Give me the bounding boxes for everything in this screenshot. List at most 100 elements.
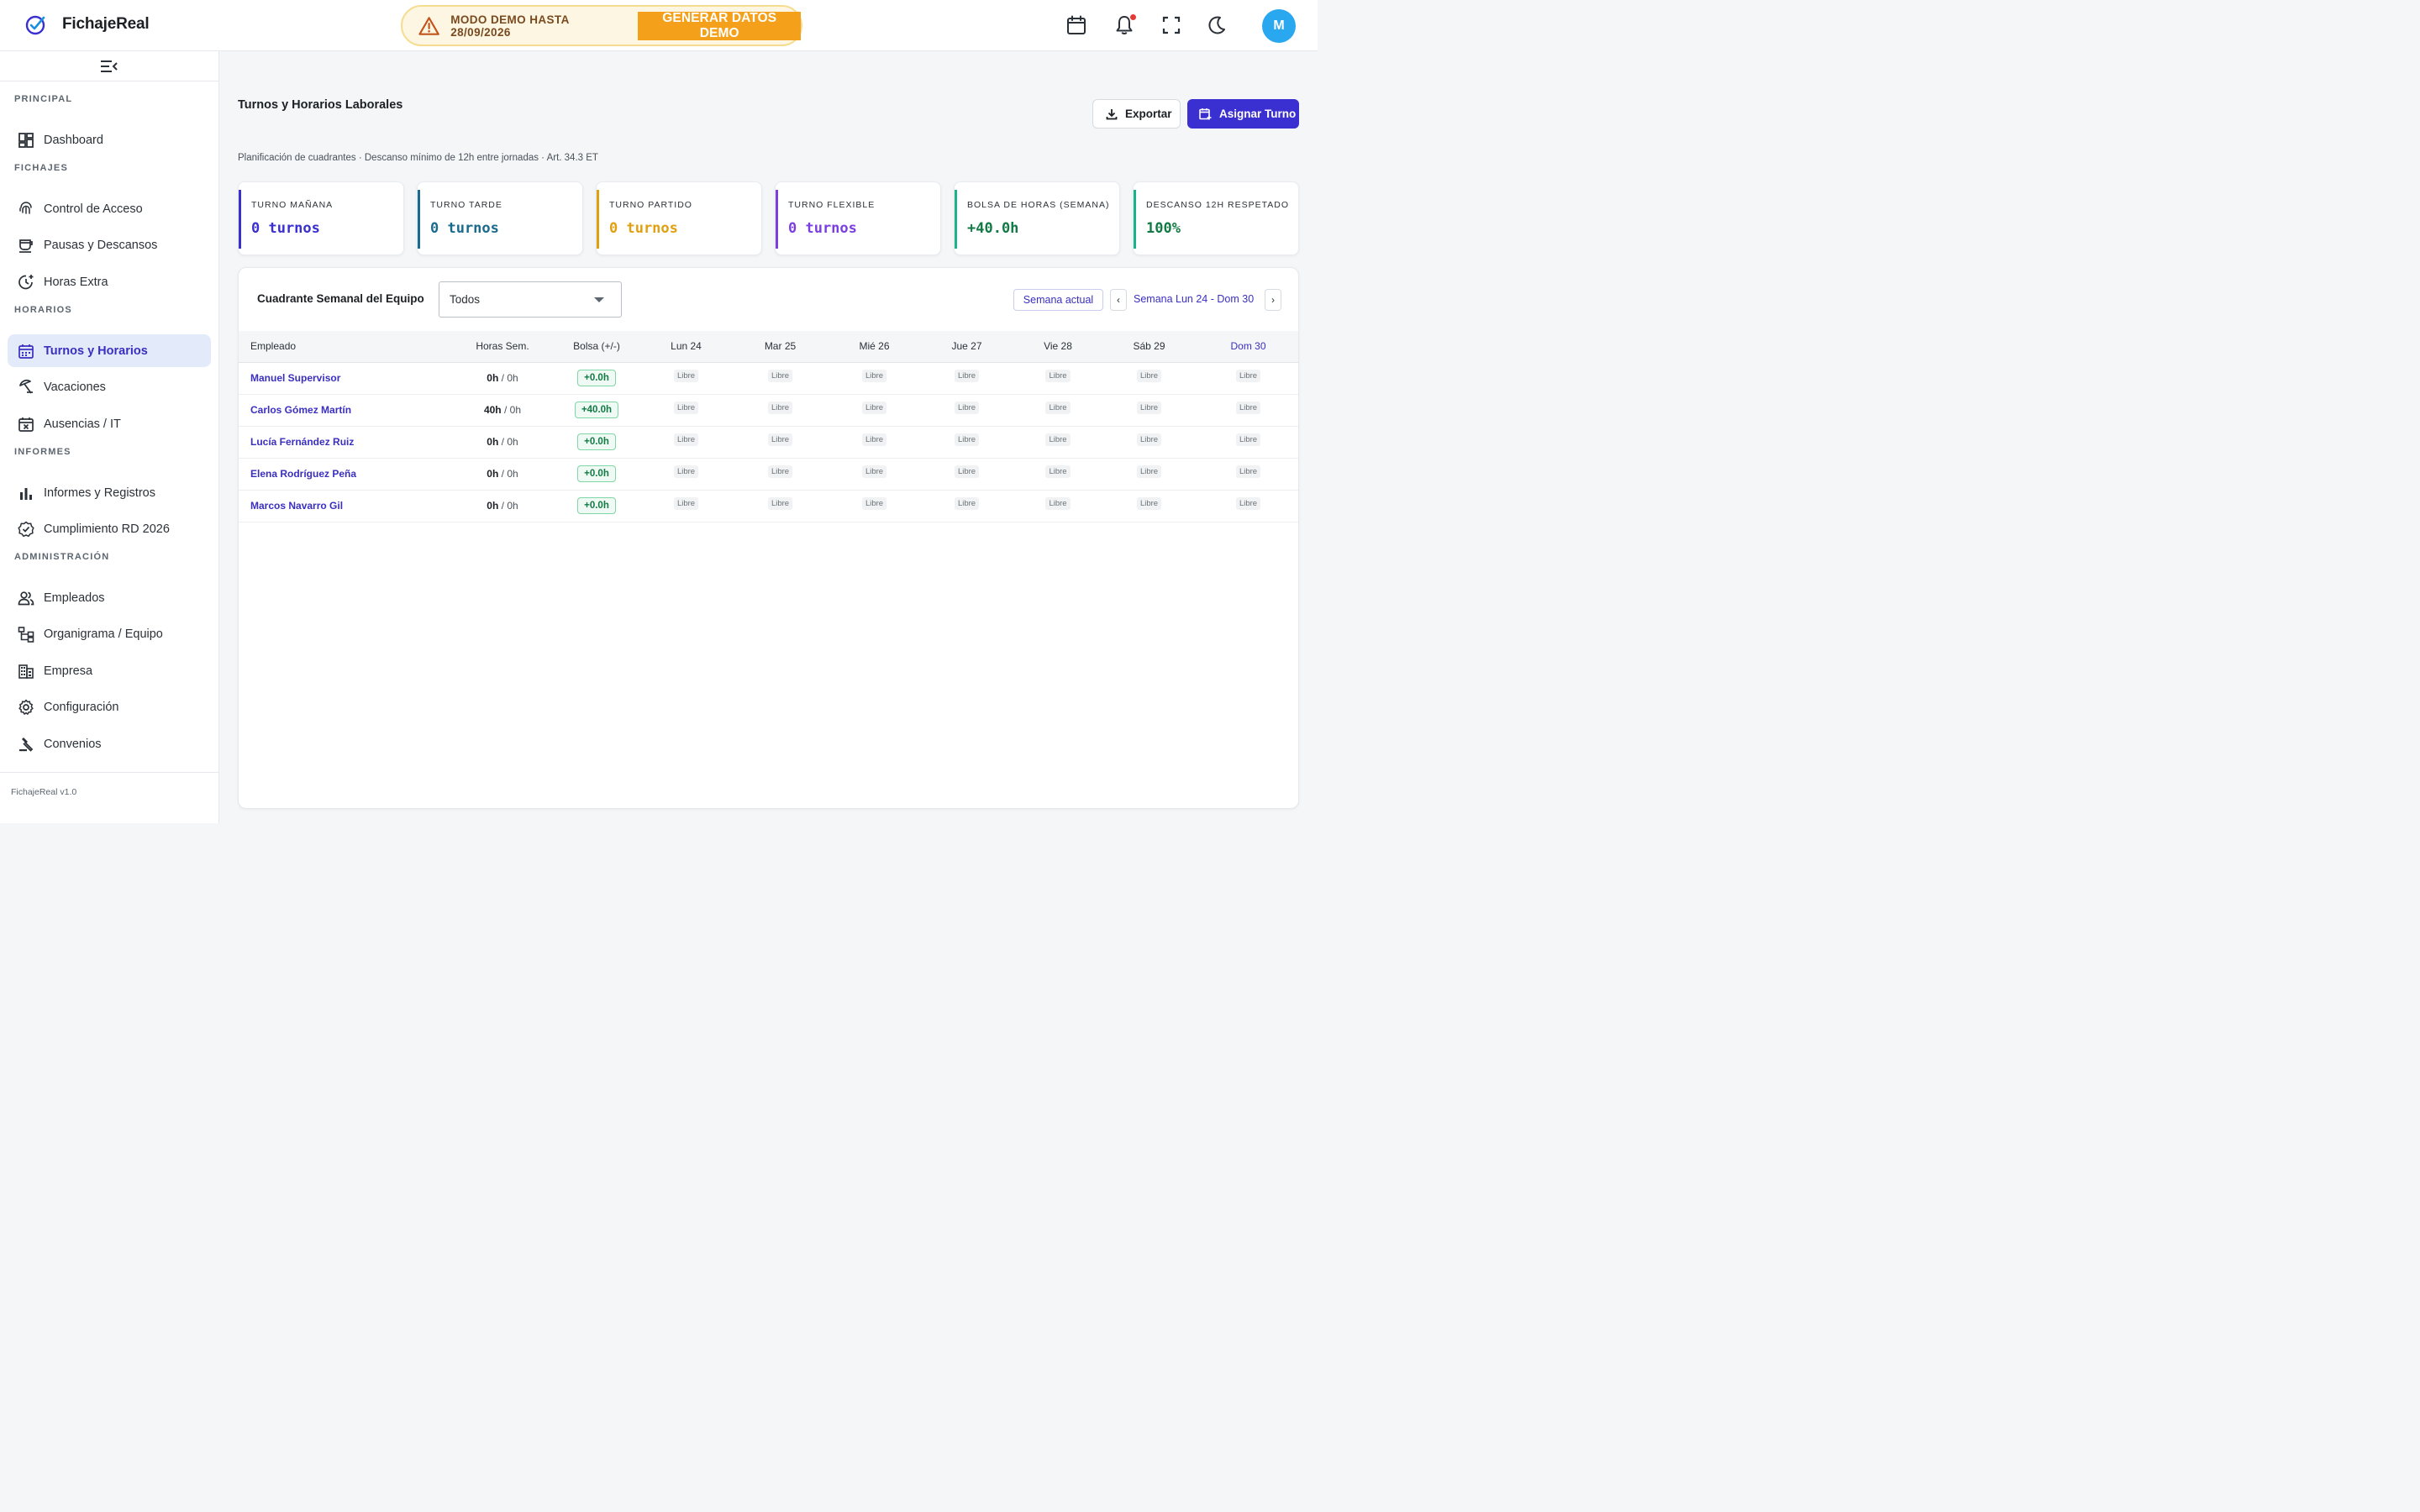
day-cell[interactable]: Libre	[919, 490, 1014, 522]
day-cell[interactable]: Libre	[1014, 426, 1102, 459]
fullscreen-icon[interactable]	[1160, 14, 1182, 36]
day-cell[interactable]: Libre	[641, 362, 731, 395]
notification-badge	[1130, 14, 1136, 20]
day-cell[interactable]: Libre	[641, 394, 731, 427]
day-cell[interactable]: Libre	[829, 362, 919, 395]
day-free-badge: Libre	[861, 402, 887, 414]
day-cell[interactable]: Libre	[919, 458, 1014, 491]
sidebar-item-vacations[interactable]: Vacaciones	[8, 370, 211, 403]
sidebar-item-label: Pausas y Descansos	[44, 238, 158, 252]
day-free-badge: Libre	[1136, 465, 1162, 478]
day-cell[interactable]: Libre	[1102, 394, 1197, 427]
weekly-hours-cell: 0h / 0h	[453, 490, 552, 522]
day-cell[interactable]: Libre	[731, 426, 829, 459]
day-free-badge: Libre	[673, 497, 699, 510]
brand[interactable]: FichajeReal	[25, 13, 150, 35]
calendar-icon[interactable]	[1065, 14, 1087, 36]
assign-shift-button[interactable]: Asignar Turno	[1187, 99, 1299, 129]
sidebar-item-label: Dashboard	[44, 133, 103, 147]
employee-name-link[interactable]: Manuel Supervisor	[239, 362, 453, 395]
menu-collapse-icon[interactable]	[100, 59, 118, 74]
day-cell[interactable]: Libre	[1102, 362, 1197, 395]
day-cell[interactable]: Libre	[829, 426, 919, 459]
day-free-badge: Libre	[1235, 402, 1261, 414]
day-cell[interactable]: Libre	[731, 362, 829, 395]
previous-week-button[interactable]: ‹	[1110, 289, 1127, 311]
sidebar-item-employees[interactable]: Empleados	[8, 581, 211, 614]
schedule-table: Empleado Horas Sem. Bolsa (+/-) Lun 24 M…	[239, 331, 1298, 522]
sidebar-item-overtime[interactable]: Horas Extra	[8, 265, 211, 298]
day-cell[interactable]: Libre	[1014, 458, 1102, 491]
coffee-icon	[19, 239, 33, 253]
day-cell[interactable]: Libre	[829, 490, 919, 522]
day-cell[interactable]: Libre	[1197, 394, 1298, 427]
export-button[interactable]: Exportar	[1092, 99, 1181, 129]
sidebar-item-agreements[interactable]: Convenios	[8, 727, 211, 760]
generate-demo-data-button[interactable]: GENERAR DATOS DEMO	[638, 11, 802, 40]
sidebar-item-compliance[interactable]: Cumplimiento RD 2026	[8, 512, 211, 545]
employee-name-link[interactable]: Marcos Navarro Gil	[239, 490, 453, 522]
column-header[interactable]: Empleado	[239, 331, 453, 363]
employee-name-link[interactable]: Lucía Fernández Ruiz	[239, 426, 453, 459]
sidebar-item-settings[interactable]: Configuración	[8, 690, 211, 723]
planned-hours: 0h	[507, 436, 518, 448]
assign-shift-label: Asignar Turno	[1219, 108, 1297, 120]
day-cell[interactable]: Libre	[731, 394, 829, 427]
user-avatar[interactable]: M	[1262, 9, 1296, 43]
day-cell[interactable]: Libre	[1014, 394, 1102, 427]
day-cell[interactable]: Libre	[641, 426, 731, 459]
column-header: Lun 24	[641, 331, 731, 363]
warning-icon	[418, 16, 439, 35]
sidebar-item-shifts[interactable]: Turnos y Horarios	[8, 334, 211, 367]
day-cell[interactable]: Libre	[1014, 362, 1102, 395]
sidebar-item-label: Cumplimiento RD 2026	[44, 522, 170, 536]
day-cell[interactable]: Libre	[641, 458, 731, 491]
day-free-badge: Libre	[1136, 497, 1162, 510]
employee-name-link[interactable]: Carlos Gómez Martín	[239, 394, 453, 427]
column-header[interactable]: Horas Sem.	[453, 331, 552, 363]
day-cell[interactable]: Libre	[731, 490, 829, 522]
dark-mode-moon-icon[interactable]	[1206, 14, 1228, 36]
worked-hours: 0h	[487, 500, 499, 512]
day-cell[interactable]: Libre	[1197, 458, 1298, 491]
stat-card-afternoon: TURNO TARDE 0 turnos	[417, 181, 583, 255]
sidebar-item-company[interactable]: Empresa	[8, 654, 211, 687]
day-cell[interactable]: Libre	[1102, 458, 1197, 491]
column-header[interactable]: Bolsa (+/-)	[552, 331, 641, 363]
sidebar-item-reports[interactable]: Informes y Registros	[8, 476, 211, 509]
planned-hours: 0h	[507, 468, 518, 480]
day-cell[interactable]: Libre	[829, 394, 919, 427]
day-cell[interactable]: Libre	[1197, 362, 1298, 395]
org-chart-icon	[18, 626, 34, 643]
sidebar-item-dashboard[interactable]: Dashboard	[8, 123, 211, 156]
day-cell[interactable]: Libre	[731, 458, 829, 491]
day-free-badge: Libre	[767, 370, 793, 382]
stat-label: TURNO TARDE	[430, 200, 502, 210]
employee-name-link[interactable]: Elena Rodríguez Peña	[239, 458, 453, 491]
day-cell[interactable]: Libre	[1197, 490, 1298, 522]
sidebar-item-breaks[interactable]: Pausas y Descansos	[8, 228, 211, 261]
calendar-icon	[18, 344, 34, 359]
weekly-hours-cell: 0h / 0h	[453, 362, 552, 395]
sidebar-item-absences[interactable]: Ausencias / IT	[8, 407, 211, 440]
current-week-button[interactable]: Semana actual	[1013, 289, 1103, 311]
notifications-bell-icon[interactable]	[1113, 14, 1135, 36]
hours-bag-badge: +0.0h	[577, 433, 616, 450]
day-cell[interactable]: Libre	[641, 490, 731, 522]
day-cell[interactable]: Libre	[919, 394, 1014, 427]
sidebar-item-org-chart[interactable]: Organigrama / Equipo	[8, 617, 211, 650]
day-cell[interactable]: Libre	[1102, 490, 1197, 522]
worked-hours: 0h	[487, 468, 499, 480]
day-cell[interactable]: Libre	[1197, 426, 1298, 459]
sidebar-item-access-control[interactable]: Control de Acceso	[8, 192, 211, 225]
day-cell[interactable]: Libre	[829, 458, 919, 491]
next-week-button[interactable]: ›	[1265, 289, 1281, 311]
day-cell[interactable]: Libre	[919, 362, 1014, 395]
team-filter-select[interactable]: Todos	[439, 281, 622, 318]
day-cell[interactable]: Libre	[919, 426, 1014, 459]
day-free-badge: Libre	[1235, 370, 1261, 382]
day-cell[interactable]: Libre	[1102, 426, 1197, 459]
table-row: Carlos Gómez Martín 40h / 0h +40.0h Libr…	[239, 394, 1298, 427]
stat-value: 0 turnos	[251, 220, 320, 237]
day-cell[interactable]: Libre	[1014, 490, 1102, 522]
